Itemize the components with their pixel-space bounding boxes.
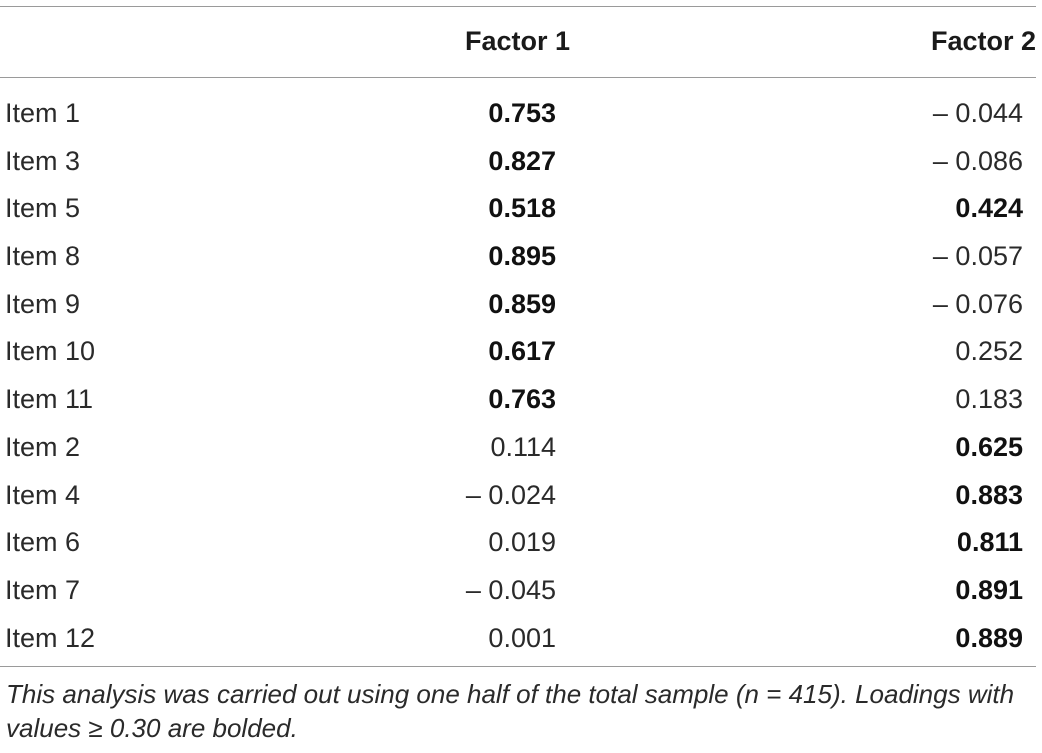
table-row: Item 12 0.001 0.889 (0, 614, 1042, 662)
table-row: Item 4 – 0.024 0.883 (0, 471, 1042, 519)
table-row: Item 7 – 0.045 0.891 (0, 566, 1042, 614)
factor-1-loading: 0.114 (490, 431, 556, 462)
row-item-label: Item 8 (5, 241, 81, 272)
factor-2-loading: 0.889 (955, 622, 1023, 653)
row-item-label: Item 10 (5, 336, 96, 367)
factor-2-loading: 0.891 (955, 574, 1023, 605)
factor-2-loading: – 0.076 (932, 288, 1023, 319)
factor-1-loading: 0.859 (488, 288, 556, 319)
factor-1-loading: 0.895 (488, 241, 556, 272)
factor-1-loading: – 0.045 (465, 574, 556, 605)
factor-2-loading: 0.183 (955, 384, 1023, 415)
table-header-row: Factor 1 Factor 2 (0, 21, 1042, 61)
row-item-label: Item 5 (5, 193, 81, 224)
table-row: Item 9 0.859 – 0.076 (0, 280, 1042, 328)
factor-2-loading: 0.252 (955, 336, 1023, 367)
table-row: Item 11 0.763 0.183 (0, 375, 1042, 423)
row-item-label: Item 9 (5, 288, 81, 319)
table-row: Item 1 0.753 – 0.044 (0, 89, 1042, 137)
factor-2-loading: – 0.044 (932, 98, 1023, 128)
table-row: Item 5 0.518 0.424 (0, 184, 1042, 232)
factor-1-loading: – 0.024 (465, 479, 556, 510)
factor-1-loading: 0.617 (488, 336, 556, 367)
row-item-label: Item 4 (5, 479, 81, 510)
factor-2-loading: – 0.086 (932, 145, 1023, 176)
table-header-rule (0, 77, 1036, 78)
factor-2-loading: 0.625 (955, 431, 1023, 462)
row-item-label: Item 3 (5, 145, 81, 176)
factor-2-loading: 0.424 (955, 193, 1023, 224)
factor-1-loading: 0.518 (488, 193, 556, 224)
factor-2-loading: 0.883 (955, 479, 1023, 510)
factor-1-loading: 0.001 (488, 622, 556, 653)
header-factor-2: Factor 2 (930, 26, 1036, 56)
header-factor-1: Factor 1 (464, 26, 570, 56)
table-row: Item 6 0.019 0.811 (0, 518, 1042, 566)
factor-1-loading: 0.763 (488, 384, 556, 415)
table-row: Item 10 0.617 0.252 (0, 327, 1042, 375)
table-row: Item 8 0.895 – 0.057 (0, 232, 1042, 280)
table-body: Item 1 0.753– 0.044 Item 3 0.827– 0.086 Item… (0, 89, 1042, 661)
table-bottom-rule (0, 666, 1036, 667)
factor-2-loading: – 0.057 (932, 241, 1023, 272)
row-item-label: Item 2 (5, 431, 81, 462)
table-footnote: This analysis was carried out using one … (6, 679, 1015, 743)
factor-1-loading: 0.753 (488, 98, 556, 128)
table-row: Item 3 0.827 – 0.086 (0, 137, 1042, 185)
row-item-label: Item 1 (5, 98, 81, 128)
table-top-rule (0, 6, 1036, 7)
table-row: Item 2 0.114 0.625 (0, 423, 1042, 471)
factor-1-loading: 0.827 (488, 145, 556, 176)
row-item-label: Item 7 (5, 574, 81, 605)
row-item-label: Item 6 (5, 527, 81, 558)
factor-2-loading: 0.811 (956, 527, 1023, 558)
factor-1-loading: 0.019 (488, 527, 556, 558)
row-item-label: Item 11 (5, 384, 94, 415)
row-item-label: Item 12 (5, 622, 96, 653)
